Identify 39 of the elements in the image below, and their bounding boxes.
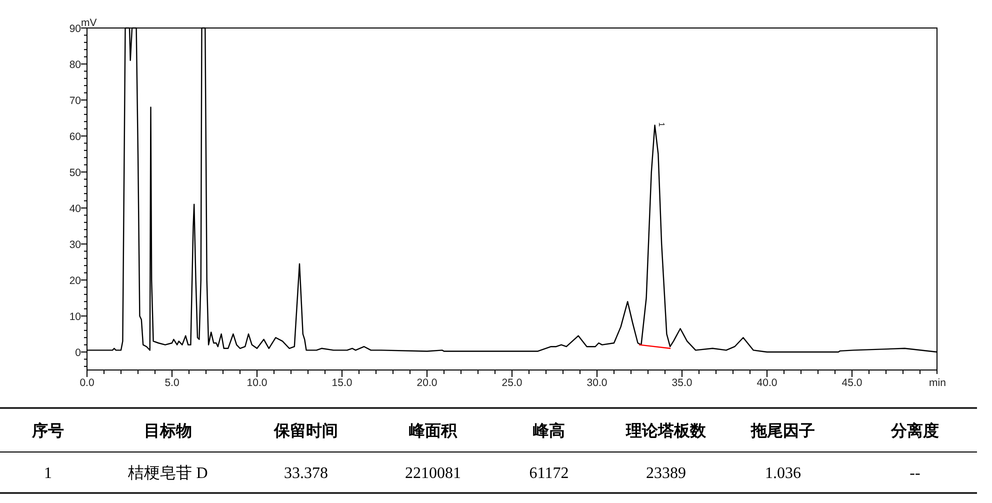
annotation: 1 — [656, 122, 666, 128]
x-tick-label: 15.0 — [332, 377, 352, 389]
x-axis-title: min — [929, 377, 946, 389]
text: 桔梗皂苷 D — [127, 464, 208, 482]
x-tick-label: 10.0 — [246, 377, 268, 389]
text: 保留时间 — [273, 421, 338, 440]
y-tick-label: 10 — [69, 311, 82, 323]
text: 1 — [44, 465, 52, 482]
y-axis-title: mV — [81, 17, 97, 29]
y-tick-label: 90 — [69, 23, 82, 35]
text: 理论塔板数 — [625, 421, 707, 440]
text: 分离度 — [890, 421, 939, 440]
y-tick-label: 20 — [69, 275, 82, 287]
text: 1.036 — [765, 465, 801, 482]
y-tick-label: 60 — [69, 131, 82, 143]
y-tick-label: 40 — [69, 203, 82, 215]
x-tick-label: 0.0 — [80, 377, 94, 389]
y-tick-label: 0 — [75, 347, 82, 359]
x-tick-label: 45.0 — [842, 377, 862, 389]
x-tick-label: 30.0 — [586, 377, 608, 389]
x-tick-label: 25.0 — [502, 377, 522, 389]
x-tick-label: 40.0 — [756, 377, 778, 389]
text: 峰高 — [533, 421, 565, 440]
text: 2210081 — [405, 465, 461, 482]
x-tick-label: 5.0 — [164, 377, 180, 389]
text: 61172 — [529, 465, 569, 482]
x-tick-label: 35.0 — [672, 377, 692, 389]
text: 峰面积 — [409, 421, 458, 440]
text: -- — [910, 465, 920, 482]
text: 23389 — [646, 465, 686, 482]
y-tick-label: 50 — [69, 167, 82, 179]
y-tick-label: 30 — [69, 239, 82, 251]
text: 序号 — [31, 421, 64, 440]
y-tick-label: 70 — [69, 95, 82, 107]
text: 目标物 — [144, 421, 192, 440]
x-tick-label: 20.0 — [416, 377, 438, 389]
y-tick-label: 80 — [69, 59, 82, 71]
text: 33.378 — [284, 465, 328, 482]
text: 拖尾因子 — [750, 421, 815, 440]
